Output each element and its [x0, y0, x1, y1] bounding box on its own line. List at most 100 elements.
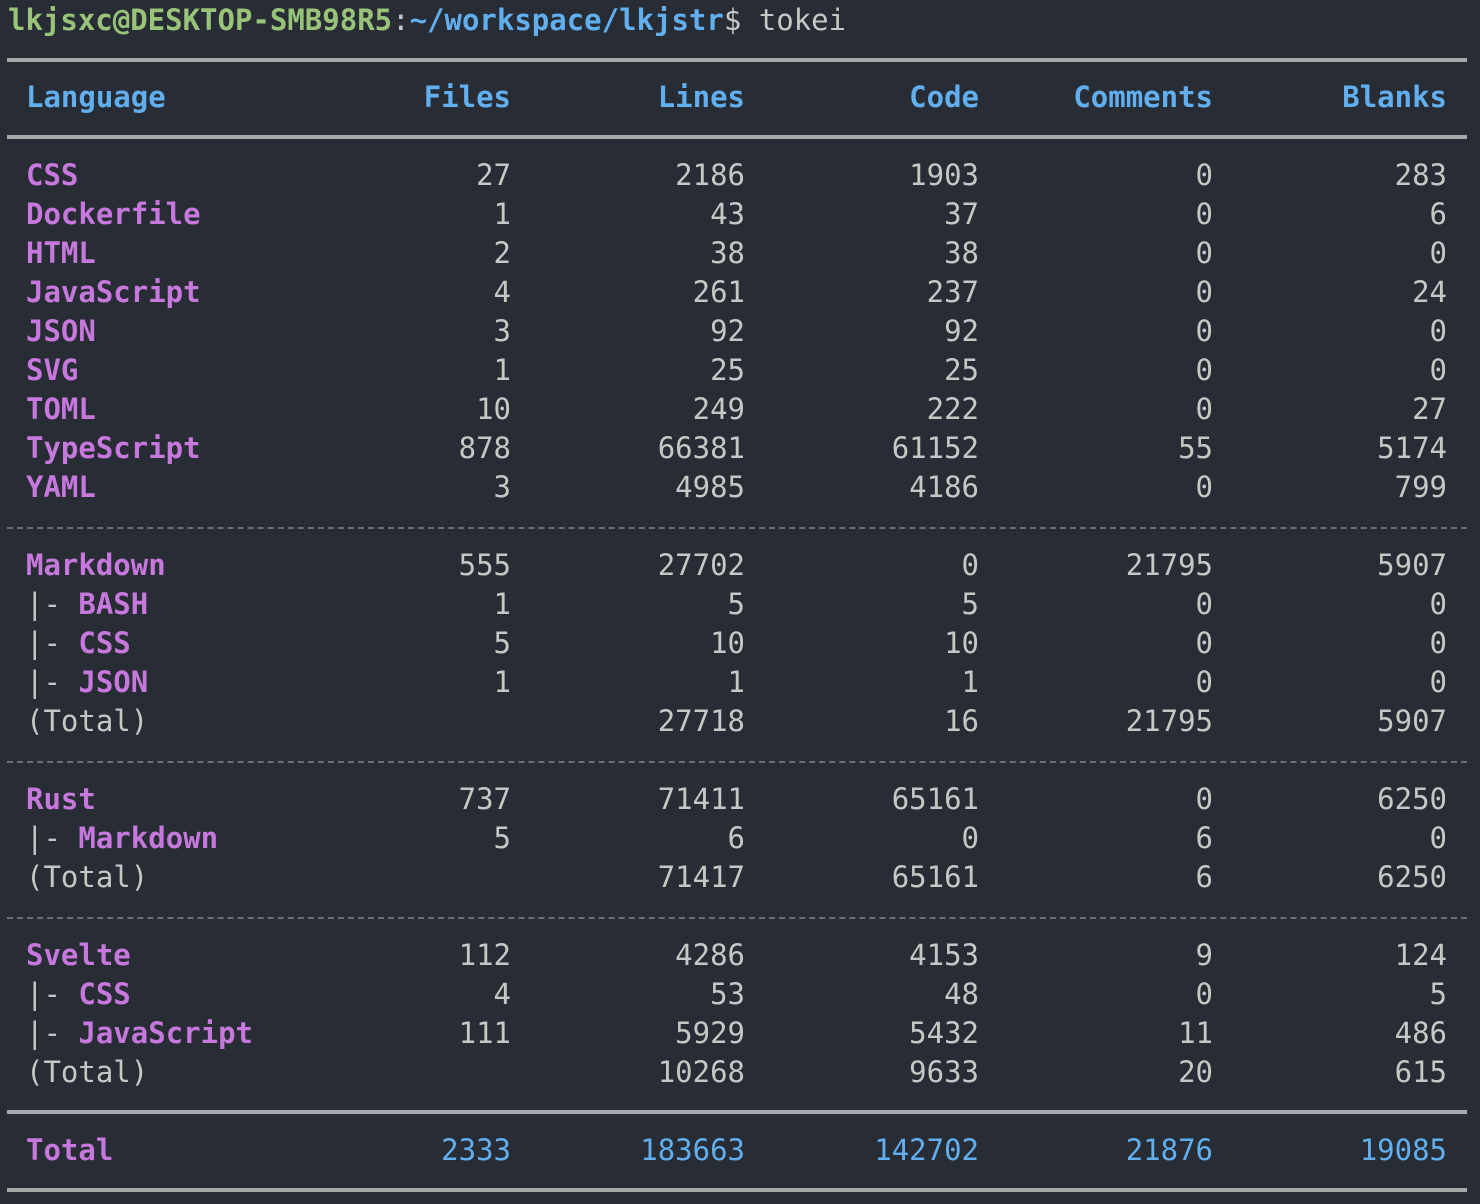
cell-blanks: 0 — [1429, 236, 1447, 270]
cell-comments: 6 — [1195, 821, 1213, 855]
cell-language: TOML — [26, 392, 96, 426]
cell-comments: 0 — [1195, 236, 1213, 270]
subrow-prefix: |- — [26, 1016, 79, 1050]
cell-files: 1 — [493, 665, 511, 699]
cell-code: 65161 — [891, 860, 979, 894]
cell-language: SVG — [26, 353, 79, 387]
cell-files: 4 — [493, 977, 511, 1011]
cell-comments: 0 — [1195, 665, 1213, 699]
grand-total-code: 142702 — [874, 1133, 979, 1167]
grand-total-label: Total — [26, 1133, 114, 1167]
subrow-prefix: |- — [26, 587, 79, 621]
cell-lines: 5929 — [675, 1016, 745, 1050]
cell-lines: 25 — [710, 353, 745, 387]
header-code: Code — [909, 80, 979, 114]
table-row: Markdown 555 27702 0 21795 5907 — [0, 546, 1480, 585]
cell-code: 4153 — [909, 938, 979, 972]
cell-code: 1 — [961, 665, 979, 699]
subrow-prefix: |- — [26, 977, 79, 1011]
header-bottom-rule — [7, 135, 1467, 139]
section-divider — [7, 761, 1467, 763]
table-row: Dockerfile 1 43 37 0 6 — [0, 195, 1480, 234]
cell-comments: 0 — [1195, 626, 1213, 660]
subrow-prefix: |- — [26, 626, 79, 660]
cell-language: |- JSON — [26, 663, 148, 702]
cell-lines: 66381 — [657, 431, 745, 465]
cell-code: 37 — [944, 197, 979, 231]
cell-language: Dockerfile — [26, 197, 201, 231]
prompt-colon: : — [392, 3, 410, 37]
cell-language: Rust — [26, 782, 96, 816]
cell-lines: 4286 — [675, 938, 745, 972]
cell-lines: 10268 — [657, 1055, 745, 1089]
cell-language: CSS — [26, 158, 79, 192]
grand-total-top-rule — [7, 1110, 1467, 1114]
cell-lines: 261 — [692, 275, 745, 309]
table-row: JSON 3 92 92 0 0 — [0, 312, 1480, 351]
cell-lines: 4985 — [675, 470, 745, 504]
cell-lines: 2186 — [675, 158, 745, 192]
cell-code: 5 — [961, 587, 979, 621]
cell-language: Svelte — [26, 938, 131, 972]
cell-language: |- BASH — [26, 585, 148, 624]
cell-comments: 0 — [1195, 353, 1213, 387]
cell-language: JavaScript — [26, 275, 201, 309]
cell-language: |- CSS — [26, 975, 131, 1014]
cell-language: HTML — [26, 236, 96, 270]
table-subrow: |- Markdown 5 6 0 6 0 — [0, 819, 1480, 858]
cell-files: 737 — [458, 782, 511, 816]
cell-lines: 249 — [692, 392, 745, 426]
cell-files: 3 — [493, 470, 511, 504]
cell-comments: 21795 — [1125, 548, 1213, 582]
cell-comments: 0 — [1195, 275, 1213, 309]
cell-code: 237 — [926, 275, 979, 309]
table-row: JavaScript 4 261 237 0 24 — [0, 273, 1480, 312]
cell-code: 0 — [961, 821, 979, 855]
prompt-user-host: lkjsxc@DESKTOP-SMB98R5 — [8, 3, 393, 37]
cell-code: 16 — [944, 704, 979, 738]
cell-code: 9633 — [909, 1055, 979, 1089]
cell-blanks: 5907 — [1377, 704, 1447, 738]
cell-code: 61152 — [891, 431, 979, 465]
grand-total-blanks: 19085 — [1359, 1133, 1447, 1167]
cell-files: 1 — [493, 587, 511, 621]
table-row: Rust 737 71411 65161 0 6250 — [0, 780, 1480, 819]
section-divider — [7, 527, 1467, 529]
cell-language: |- JavaScript — [26, 1014, 253, 1053]
cell-blanks: 283 — [1394, 158, 1447, 192]
cell-language: |- Markdown — [26, 819, 218, 858]
cell-files: 27 — [476, 158, 511, 192]
cell-comments: 20 — [1178, 1055, 1213, 1089]
cell-lines: 6 — [727, 821, 745, 855]
cell-blanks: 124 — [1394, 938, 1447, 972]
cell-code: 48 — [944, 977, 979, 1011]
table-subtotal-row: (Total) 71417 65161 6 6250 — [0, 858, 1480, 897]
table-header-row: Language Files Lines Code Comments Blank… — [0, 78, 1480, 117]
cell-lines: 1 — [727, 665, 745, 699]
cell-lines: 92 — [710, 314, 745, 348]
table-subrow: |- JavaScript 111 5929 5432 11 486 — [0, 1014, 1480, 1053]
cell-comments: 21795 — [1125, 704, 1213, 738]
table-row: Svelte 112 4286 4153 9 124 — [0, 936, 1480, 975]
cell-blanks: 6 — [1429, 197, 1447, 231]
cell-files: 1 — [493, 197, 511, 231]
subtotal-label: (Total) — [26, 860, 149, 894]
grand-total-comments: 21876 — [1125, 1133, 1213, 1167]
subtotal-label: (Total) — [26, 704, 149, 738]
cell-comments: 9 — [1195, 938, 1213, 972]
cell-blanks: 27 — [1412, 392, 1447, 426]
table-row: TypeScript 878 66381 61152 55 5174 — [0, 429, 1480, 468]
cell-code: 5432 — [909, 1016, 979, 1050]
cell-blanks: 0 — [1429, 626, 1447, 660]
cell-blanks: 486 — [1394, 1016, 1447, 1050]
subrow-language: BASH — [78, 587, 149, 621]
cell-language: |- CSS — [26, 624, 131, 663]
subrow-language: JavaScript — [78, 1016, 253, 1050]
table-subtotal-row: (Total) 27718 16 21795 5907 — [0, 702, 1480, 741]
cell-blanks: 799 — [1394, 470, 1447, 504]
subrow-language: CSS — [78, 626, 131, 660]
cell-code: 25 — [944, 353, 979, 387]
prompt-command: tokei — [741, 3, 847, 37]
cell-comments: 55 — [1178, 431, 1213, 465]
cell-comments: 0 — [1195, 470, 1213, 504]
